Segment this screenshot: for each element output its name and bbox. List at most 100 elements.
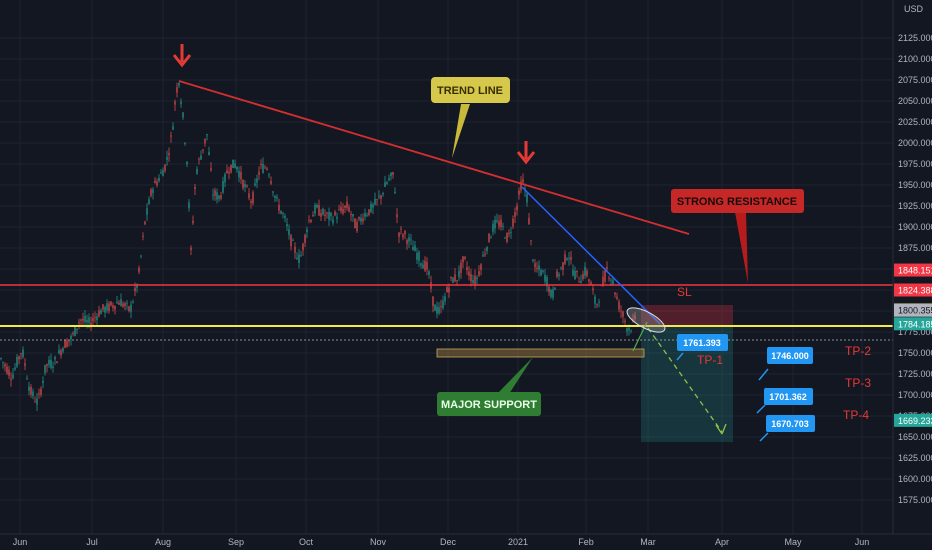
candle-body xyxy=(306,229,308,232)
candle-body xyxy=(602,276,604,285)
descending-blue-line xyxy=(521,186,661,325)
candle-body xyxy=(404,230,406,235)
candle-body xyxy=(290,234,292,247)
y-tick-label: 1775.000 xyxy=(898,327,932,337)
candle-body xyxy=(40,388,42,395)
target-3-value: 1701.362 xyxy=(769,392,807,402)
price-tag xyxy=(894,317,932,331)
candle-body xyxy=(342,208,344,214)
candle-body xyxy=(532,259,534,261)
candle-body xyxy=(312,215,314,217)
y-tick-label: 2050.000 xyxy=(898,96,932,106)
major-support-label: MAJOR SUPPORT xyxy=(441,399,537,411)
candle-body xyxy=(82,318,84,321)
candle-body xyxy=(242,179,244,189)
candle-body xyxy=(20,353,22,355)
candle-body xyxy=(616,296,618,299)
candle-body xyxy=(164,164,166,171)
candle-body xyxy=(46,364,48,366)
candle-body xyxy=(178,82,180,86)
candle-body xyxy=(444,296,446,302)
candle-body xyxy=(512,218,514,227)
candle-body xyxy=(418,251,420,261)
candle-body xyxy=(558,274,560,277)
candle-body xyxy=(44,364,46,374)
candle-body xyxy=(492,223,494,232)
y-tick-label: 1725.000 xyxy=(898,369,932,379)
y-tick-label: 1650.000 xyxy=(898,432,932,442)
candle-body xyxy=(510,232,512,233)
candle-body xyxy=(256,178,258,183)
candle-body xyxy=(158,177,160,182)
candle-body xyxy=(110,301,112,306)
candle-body xyxy=(506,233,508,242)
x-tick-label: Aug xyxy=(155,537,171,547)
candle-body xyxy=(358,216,360,220)
candle-body xyxy=(548,286,550,293)
candle-body xyxy=(496,220,498,222)
peak-arrow-icon-1 xyxy=(172,44,192,68)
target-4-value: 1670.703 xyxy=(771,419,809,429)
target-2-value: 1746.000 xyxy=(771,351,809,361)
candle-body xyxy=(508,232,510,234)
price-tag-label: 1784.185 xyxy=(898,319,932,329)
candle-body xyxy=(502,225,504,227)
y-tick-label: 1900.000 xyxy=(898,222,932,232)
candle-body xyxy=(388,177,390,181)
candle-body xyxy=(50,359,52,368)
candle-body xyxy=(424,260,426,271)
candle-body xyxy=(216,192,218,200)
candle-body xyxy=(232,159,234,168)
candle-body xyxy=(24,363,26,366)
candle-body xyxy=(246,185,248,187)
candle-body xyxy=(480,264,482,270)
candle-body xyxy=(484,254,486,256)
candle-body xyxy=(634,315,636,320)
y-tick-label: 2125.000 xyxy=(898,33,932,43)
candle-body xyxy=(608,278,610,279)
candle-body xyxy=(628,328,630,331)
candle-body xyxy=(406,240,408,244)
candle-body xyxy=(554,287,556,290)
candle-body xyxy=(62,348,64,352)
candle-body xyxy=(318,205,320,216)
candle-body xyxy=(490,237,492,239)
candle-body xyxy=(190,247,192,251)
candle-body xyxy=(604,270,606,282)
candle-body xyxy=(322,208,324,215)
stop-loss-zone xyxy=(641,305,733,327)
major-support-callout: MAJOR SUPPORT xyxy=(437,357,541,416)
candle-body xyxy=(472,280,474,283)
y-tick-label: 1750.000 xyxy=(898,348,932,358)
x-tick-label: May xyxy=(784,537,802,547)
candle-body xyxy=(436,306,438,314)
y-tick-label: 2000.000 xyxy=(898,138,932,148)
candle-body xyxy=(298,254,300,263)
candle-body xyxy=(452,277,454,283)
candle-body xyxy=(504,237,506,239)
candle-body xyxy=(374,198,376,205)
candle-body xyxy=(308,220,310,222)
candle-body xyxy=(76,328,78,331)
candle-body xyxy=(402,234,404,238)
candle-body xyxy=(228,171,230,174)
candle-body xyxy=(100,310,102,315)
trend-line-callout: TREND LINE xyxy=(431,77,510,158)
candle-body xyxy=(400,228,402,230)
candle-body xyxy=(382,193,384,195)
candle-body xyxy=(354,218,356,229)
target-box-2: 1746.000 xyxy=(758,347,813,381)
candle-body xyxy=(498,221,500,227)
candle-body xyxy=(338,209,340,211)
candle-body xyxy=(594,296,596,304)
trend-line-label: TREND LINE xyxy=(437,85,503,97)
candle-body xyxy=(226,170,228,174)
candle-body xyxy=(550,290,552,298)
candle-body xyxy=(52,366,54,368)
candle-body xyxy=(474,275,476,285)
candle-body xyxy=(286,224,288,227)
candle-body xyxy=(56,361,58,364)
candle-body xyxy=(156,181,158,186)
time-axis[interactable]: Jun Jul Aug Sep Oct Nov Dec 2021 Feb Mar Apr May Jun xyxy=(13,537,870,547)
